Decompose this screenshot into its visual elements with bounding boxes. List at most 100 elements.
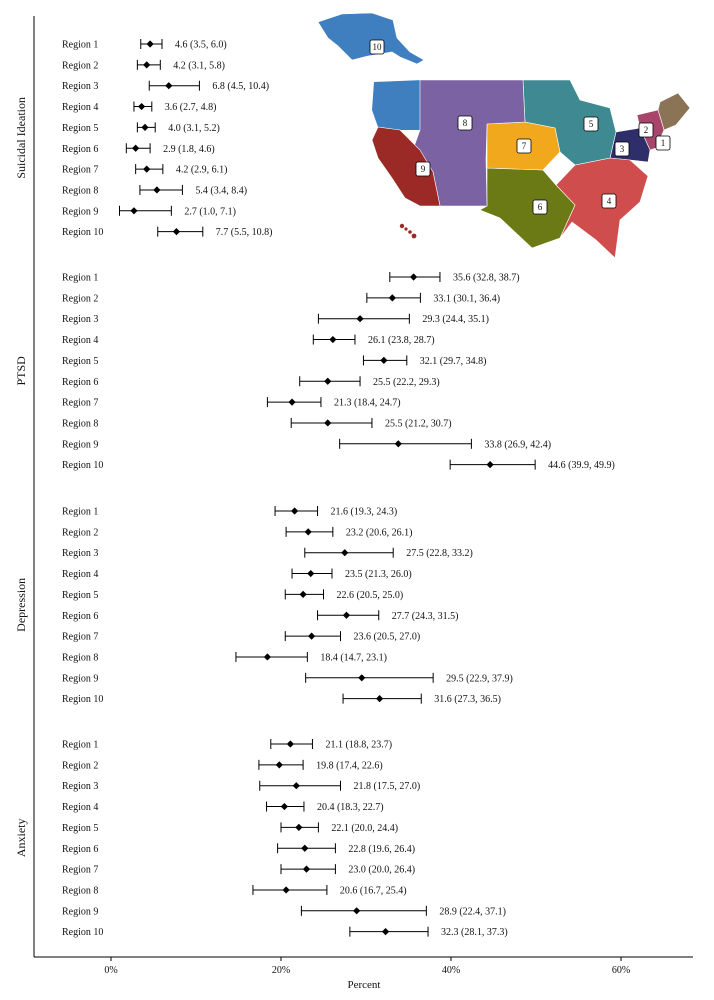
row-label: Region 2 bbox=[62, 527, 98, 538]
estimate-label: 4.6 (3.5, 6.0) bbox=[175, 40, 227, 51]
row-label: Region 1 bbox=[62, 507, 98, 518]
point-estimate bbox=[410, 273, 418, 281]
estimate-label: 4.2 (2.9, 6.1) bbox=[176, 165, 228, 176]
estimate-label: 19.8 (17.4, 22.6) bbox=[316, 760, 383, 771]
point-estimate bbox=[324, 377, 332, 385]
map-label-text: 4 bbox=[607, 196, 612, 206]
row-label: Region 9 bbox=[62, 673, 98, 684]
estimate-label: 4.0 (3.1, 5.2) bbox=[168, 123, 220, 134]
row-label: Region 4 bbox=[62, 335, 98, 346]
row-label: Region 8 bbox=[62, 185, 98, 196]
map-label-text: 1 bbox=[661, 138, 666, 148]
row-label: Region 9 bbox=[62, 439, 98, 450]
map-label-text: 2 bbox=[644, 125, 649, 135]
point-estimate bbox=[295, 823, 303, 831]
row-label: Region 7 bbox=[62, 398, 98, 409]
row-label: Region 3 bbox=[62, 781, 98, 792]
map-region-number-10: 10 bbox=[369, 39, 385, 55]
point-estimate bbox=[358, 674, 366, 682]
point-estimate bbox=[146, 40, 154, 48]
map-label-text: 5 bbox=[589, 119, 594, 129]
x-tick-label: 20% bbox=[272, 965, 290, 976]
row-label: Region 7 bbox=[62, 865, 98, 876]
map-label-text: 7 bbox=[522, 141, 527, 151]
estimate-label: 22.8 (19.6, 26.4) bbox=[348, 844, 415, 855]
map-region-number-2: 2 bbox=[638, 122, 654, 138]
point-estimate bbox=[165, 82, 173, 90]
point-estimate bbox=[342, 611, 351, 619]
row-label: Region 2 bbox=[62, 760, 98, 771]
row-label: Region 3 bbox=[62, 81, 98, 92]
map-label-text: 8 bbox=[463, 118, 468, 128]
row-label: Region 2 bbox=[62, 293, 98, 304]
estimate-label: 32.3 (28.1, 37.3) bbox=[441, 927, 508, 938]
row-label: Region 3 bbox=[62, 548, 98, 559]
estimate-label: 29.3 (24.4, 35.1) bbox=[422, 314, 489, 325]
point-estimate bbox=[486, 461, 494, 469]
map-label-box bbox=[457, 115, 473, 131]
point-estimate bbox=[153, 186, 161, 194]
row-label: Region 4 bbox=[62, 802, 98, 813]
map-island bbox=[404, 227, 408, 231]
point-estimate bbox=[143, 165, 151, 173]
map-region-number-3: 3 bbox=[614, 141, 630, 157]
row-label: Region 1 bbox=[62, 740, 98, 751]
point-estimate bbox=[388, 294, 396, 302]
point-estimate bbox=[329, 335, 337, 344]
point-estimate bbox=[291, 507, 299, 515]
estimate-label: 4.2 (3.1, 5.8) bbox=[173, 60, 225, 71]
map-label-box bbox=[516, 138, 532, 154]
estimate-label: 5.4 (3.4, 8.4) bbox=[195, 185, 247, 196]
map-label-box bbox=[583, 116, 599, 132]
map-region-number-5: 5 bbox=[583, 116, 599, 132]
estimate-label: 21.8 (17.5, 27.0) bbox=[354, 781, 421, 792]
row-label: Region 2 bbox=[62, 60, 98, 71]
estimate-label: 28.9 (22.4, 37.1) bbox=[439, 906, 506, 917]
estimate-label: 2.7 (1.0, 7.1) bbox=[184, 206, 236, 217]
point-estimate bbox=[308, 632, 316, 640]
estimate-label: 18.4 (14.7, 23.1) bbox=[320, 652, 387, 663]
estimate-label: 22.1 (20.0, 24.4) bbox=[331, 823, 398, 834]
estimate-label: 23.2 (20.6, 26.1) bbox=[346, 527, 413, 538]
estimate-label: 20.6 (16.7, 25.4) bbox=[340, 885, 407, 896]
estimate-label: 2.9 (1.8, 4.6) bbox=[163, 144, 215, 155]
estimate-label: 23.0 (20.0, 26.4) bbox=[348, 865, 415, 876]
row-label: Region 5 bbox=[62, 123, 98, 134]
estimate-label: 22.6 (20.5, 25.0) bbox=[337, 590, 404, 601]
estimate-label: 23.6 (20.5, 27.0) bbox=[354, 632, 421, 643]
row-label: Region 9 bbox=[62, 906, 98, 917]
map-region-9 bbox=[371, 126, 441, 207]
panel-label: PTSD bbox=[14, 356, 28, 386]
map-label-box bbox=[369, 39, 385, 55]
row-label: Region 7 bbox=[62, 632, 98, 643]
map-region-1 bbox=[657, 92, 691, 131]
point-estimate bbox=[280, 802, 288, 811]
x-axis-title: Percent bbox=[348, 979, 381, 991]
point-estimate bbox=[138, 102, 146, 111]
estimate-label: 26.1 (23.8, 28.7) bbox=[368, 335, 435, 346]
point-estimate bbox=[130, 207, 138, 215]
map-region-number-8: 8 bbox=[457, 115, 473, 131]
point-estimate bbox=[286, 740, 294, 748]
row-label: Region 3 bbox=[62, 314, 98, 325]
panel-anxiety: Anxiety Region 1 21.1 (18.8, 23.7) Region 2… bbox=[14, 739, 508, 938]
row-label: Region 5 bbox=[62, 590, 98, 601]
map-island bbox=[408, 230, 412, 234]
estimate-label: 32.1 (29.7, 34.8) bbox=[420, 356, 487, 367]
map-region-6 bbox=[479, 167, 576, 249]
map-region-number-1: 1 bbox=[655, 135, 671, 151]
row-label: Region 1 bbox=[62, 273, 98, 284]
row-label: Region 7 bbox=[62, 165, 98, 176]
point-estimate bbox=[301, 844, 309, 852]
point-estimate bbox=[263, 653, 271, 661]
panel-depression: Depression Region 1 21.6 (19.3, 24.3) Regio… bbox=[14, 506, 513, 705]
row-label: Region 9 bbox=[62, 206, 98, 217]
point-estimate bbox=[376, 695, 384, 703]
map-label-text: 10 bbox=[373, 42, 383, 52]
point-estimate bbox=[132, 144, 140, 152]
point-estimate bbox=[288, 398, 296, 406]
estimate-label: 6.8 (4.5, 10.4) bbox=[212, 81, 269, 92]
map-label-text: 3 bbox=[620, 144, 625, 154]
us-region-map: 1 2 3 4 5 6 7 8 9 10 bbox=[317, 12, 691, 259]
estimate-label: 25.5 (22.2, 29.3) bbox=[373, 377, 440, 388]
